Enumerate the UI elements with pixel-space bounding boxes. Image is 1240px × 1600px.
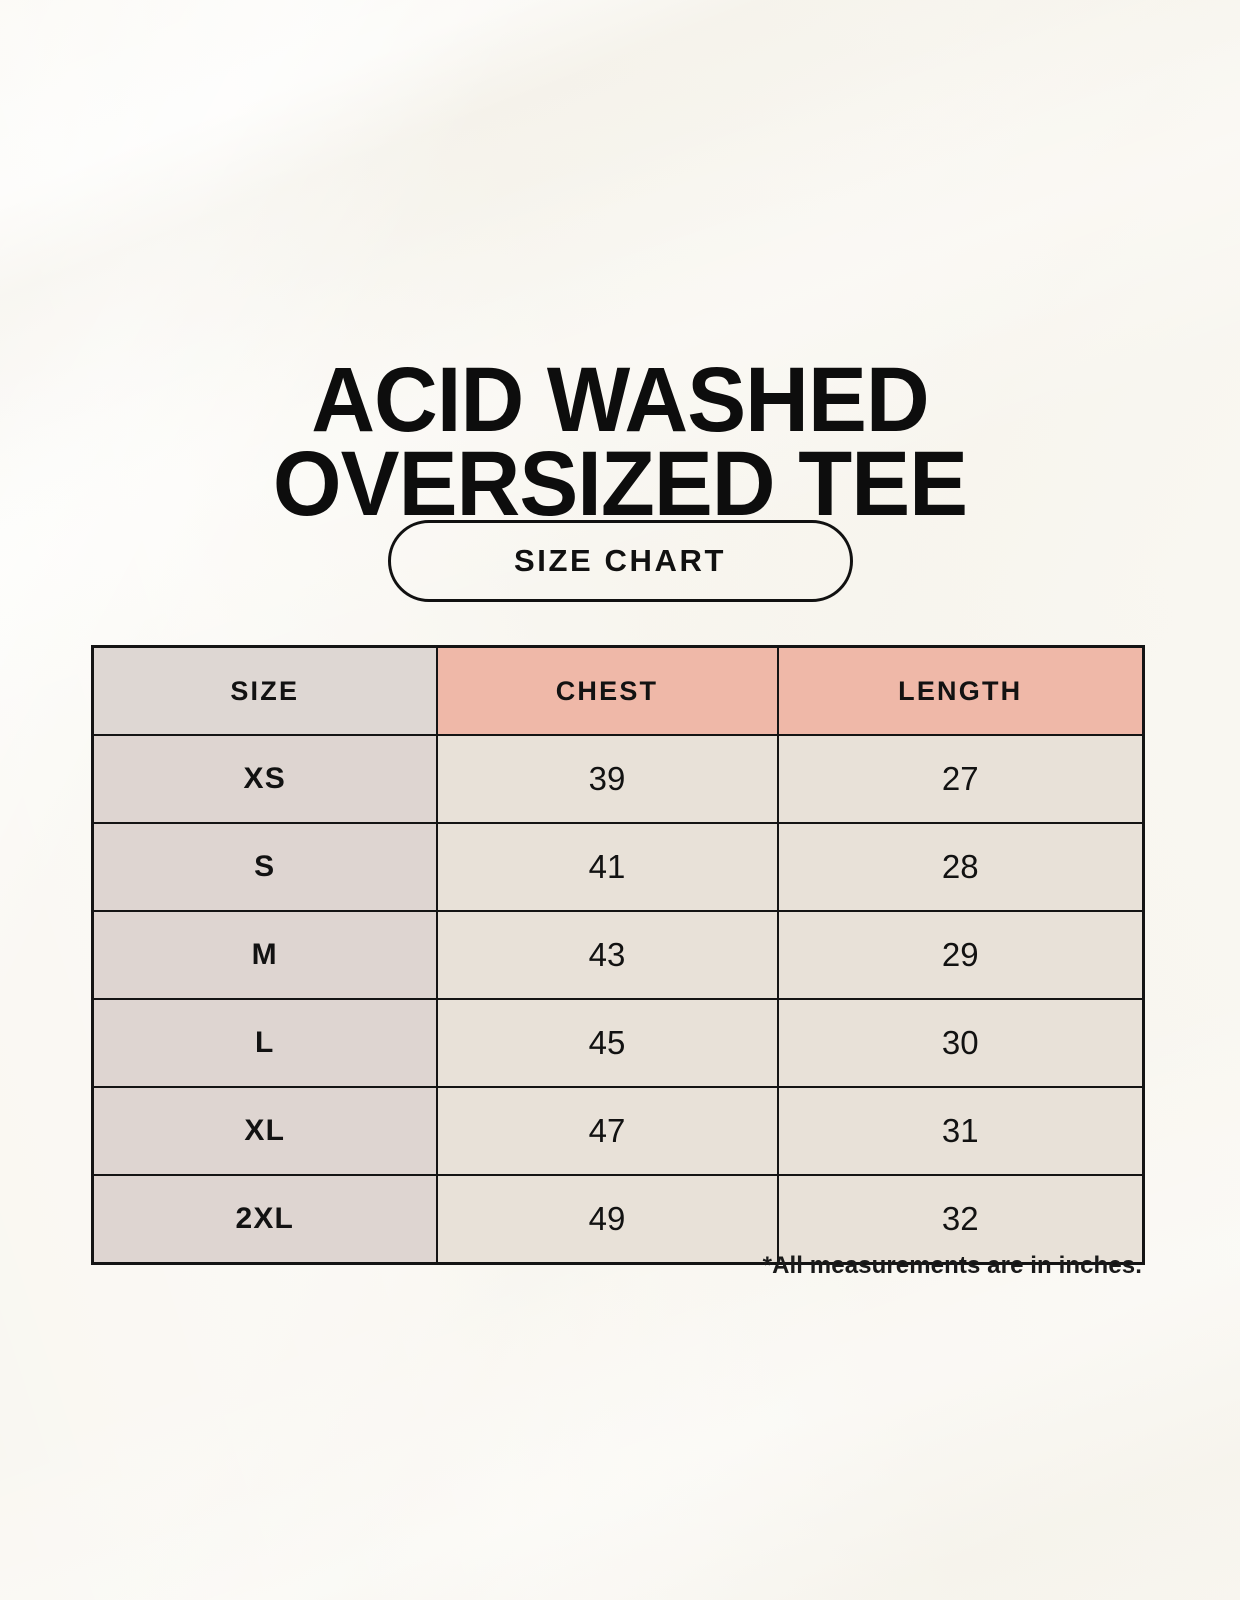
cell-length: 30 — [776, 998, 1145, 1088]
page-title: ACID WASHED OVERSIZED TEE — [272, 348, 968, 536]
size-chart-badge: SIZE CHART — [387, 520, 853, 602]
size-table-head: SIZE CHEST LENGTH — [91, 645, 1145, 736]
cell-length: 27 — [776, 734, 1145, 824]
cell-size: 2XL — [91, 1174, 438, 1265]
table-row: XL 47 31 — [91, 1086, 1145, 1176]
table-row: XS 39 27 — [91, 734, 1145, 824]
cell-length: 32 — [776, 1174, 1145, 1265]
cell-length: 29 — [776, 910, 1145, 1000]
cell-chest: 45 — [435, 998, 779, 1088]
cell-chest: 43 — [435, 910, 779, 1000]
cell-chest: 39 — [435, 734, 779, 824]
cell-chest: 41 — [435, 822, 779, 912]
table-row: 2XL 49 32 — [91, 1174, 1145, 1265]
cell-size: L — [91, 998, 438, 1088]
cell-size: S — [91, 822, 438, 912]
cell-size: XS — [91, 734, 438, 824]
column-header-length: LENGTH — [776, 645, 1145, 736]
cell-size: M — [91, 910, 438, 1000]
column-header-chest: CHEST — [435, 645, 779, 736]
cell-length: 28 — [776, 822, 1145, 912]
table-row: L 45 30 — [91, 998, 1145, 1088]
table-header-row: SIZE CHEST LENGTH — [91, 645, 1145, 736]
cell-length: 31 — [776, 1086, 1145, 1176]
size-table-body: XS 39 27 S 41 28 M 43 29 L — [91, 734, 1145, 1265]
column-header-size: SIZE — [91, 645, 438, 736]
table-row: S 41 28 — [91, 822, 1145, 912]
measurements-footnote: *All measurements are in inches. — [762, 1252, 1142, 1279]
badge-container: SIZE CHART — [0, 520, 1240, 602]
table-row: M 43 29 — [91, 910, 1145, 1000]
cell-chest: 49 — [435, 1174, 779, 1265]
size-table: SIZE CHEST LENGTH XS 39 27 S 41 28 — [91, 645, 1145, 1265]
cell-size: XL — [91, 1086, 438, 1176]
size-table-container: SIZE CHEST LENGTH XS 39 27 S 41 28 — [91, 645, 1145, 1265]
cell-chest: 47 — [435, 1086, 779, 1176]
